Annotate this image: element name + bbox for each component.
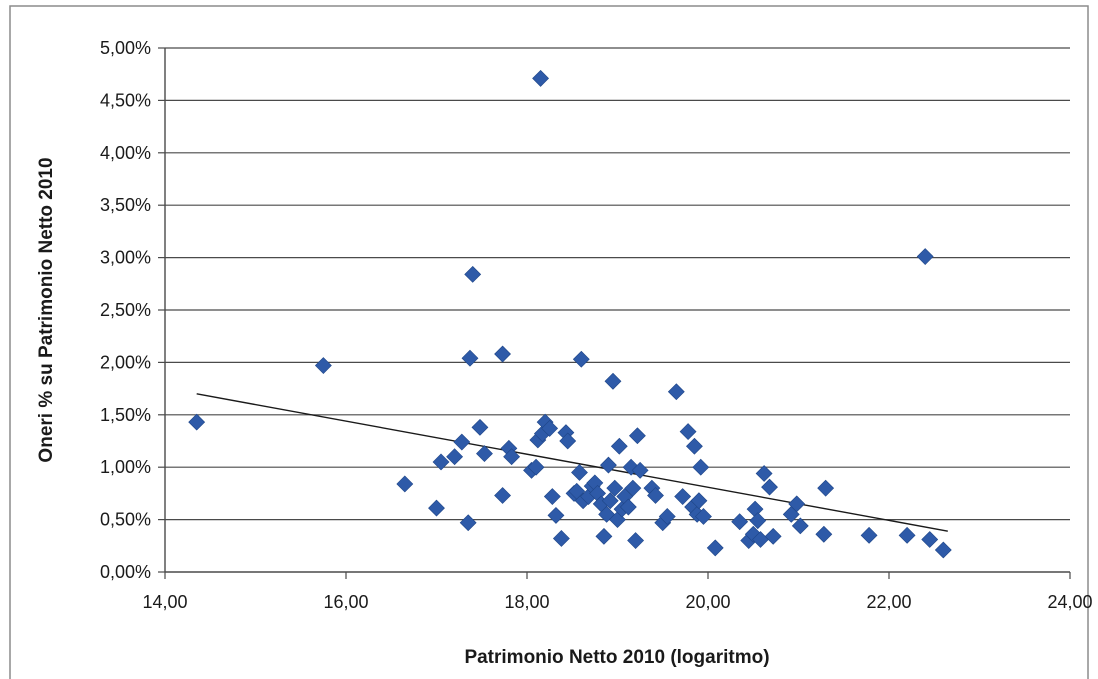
- data-point: [453, 433, 471, 451]
- data-point: [647, 487, 664, 504]
- x-tick-label: 22,00: [866, 592, 911, 612]
- data-point: [601, 492, 619, 510]
- data-point: [494, 487, 511, 504]
- trendline-layer: [196, 393, 948, 532]
- data-point: [658, 508, 676, 525]
- data-point: [631, 461, 649, 479]
- data-point: [627, 532, 645, 549]
- data-point: [532, 69, 549, 87]
- data-point: [706, 539, 724, 557]
- trendline: [196, 393, 948, 532]
- y-tick-label: 3,50%: [100, 195, 151, 215]
- y-tick-label: 0,50%: [100, 510, 151, 530]
- data-point: [459, 514, 477, 532]
- data-point: [761, 478, 778, 496]
- data-point: [571, 464, 588, 481]
- data-point: [817, 479, 835, 497]
- x-tick-label: 16,00: [323, 592, 368, 612]
- y-tick-labels: 0,00% 0,50% 1,00% 1,50% 2,00% 2,50% 3,00% 3,50%…: [100, 38, 151, 582]
- y-tick-label: 4,50%: [100, 90, 151, 110]
- data-point: [692, 458, 710, 476]
- data-point: [731, 513, 749, 531]
- data-point: [471, 418, 489, 436]
- data-point: [695, 508, 712, 525]
- data-point: [628, 427, 646, 445]
- data-point: [764, 527, 782, 545]
- data-point: [815, 525, 833, 543]
- data-points: [188, 69, 952, 559]
- data-point: [527, 458, 545, 476]
- data-point: [494, 345, 511, 363]
- data-point: [690, 492, 708, 510]
- data-point: [624, 479, 642, 497]
- data-point: [667, 383, 685, 401]
- axes: [158, 47, 1071, 579]
- x-tick-label: 18,00: [504, 592, 549, 612]
- y-tick-label: 5,00%: [100, 38, 151, 58]
- data-point: [606, 479, 624, 497]
- data-point: [686, 437, 703, 455]
- data-point: [464, 265, 482, 283]
- data-point: [572, 350, 590, 368]
- data-point: [609, 511, 626, 529]
- data-point: [619, 498, 637, 516]
- data-point: [446, 448, 464, 466]
- y-tick-label: 4,00%: [100, 143, 151, 163]
- gridlines: [165, 47, 1070, 521]
- y-tick-label: 0,00%: [100, 562, 151, 582]
- data-point: [916, 248, 934, 265]
- data-point: [600, 456, 617, 474]
- data-point: [314, 357, 332, 374]
- y-tick-label: 2,50%: [100, 300, 151, 320]
- data-point: [476, 445, 493, 463]
- x-tick-label: 14,00: [142, 592, 187, 612]
- data-point: [543, 488, 561, 505]
- y-tick-label: 2,00%: [100, 352, 151, 372]
- chart-border: [9, 5, 1089, 679]
- data-point: [595, 527, 613, 545]
- data-point: [674, 488, 692, 505]
- data-point: [749, 512, 767, 530]
- data-point: [541, 419, 559, 437]
- y-tick-label: 3,00%: [100, 248, 151, 268]
- data-point: [552, 530, 570, 547]
- data-point: [921, 531, 939, 548]
- data-point: [791, 517, 809, 535]
- data-point: [188, 413, 206, 431]
- data-point: [503, 448, 521, 466]
- data-point: [547, 506, 565, 524]
- data-point: [679, 423, 697, 440]
- data-point: [428, 499, 445, 517]
- data-point: [610, 437, 628, 455]
- x-axis-title: Patrimonio Netto 2010 (logaritmo): [464, 647, 769, 668]
- data-point: [898, 526, 916, 544]
- data-point: [755, 465, 773, 482]
- data-point: [396, 475, 414, 493]
- x-tick-label: 24,00: [1047, 592, 1092, 612]
- data-point: [934, 541, 952, 559]
- x-tick-label: 20,00: [685, 592, 730, 612]
- y-tick-label: 1,50%: [100, 405, 151, 425]
- data-point: [788, 495, 806, 513]
- y-tick-label: 1,00%: [100, 457, 151, 477]
- y-axis-title: Oneri % su Patrimonio Netto 2010: [36, 157, 57, 462]
- data-point: [461, 349, 479, 367]
- data-point: [860, 526, 878, 544]
- data-point: [559, 432, 577, 450]
- x-tick-labels: 14,00 16,00 18,00 20,00 22,00 24,00: [142, 592, 1092, 612]
- data-point: [604, 372, 622, 390]
- data-point: [432, 453, 450, 471]
